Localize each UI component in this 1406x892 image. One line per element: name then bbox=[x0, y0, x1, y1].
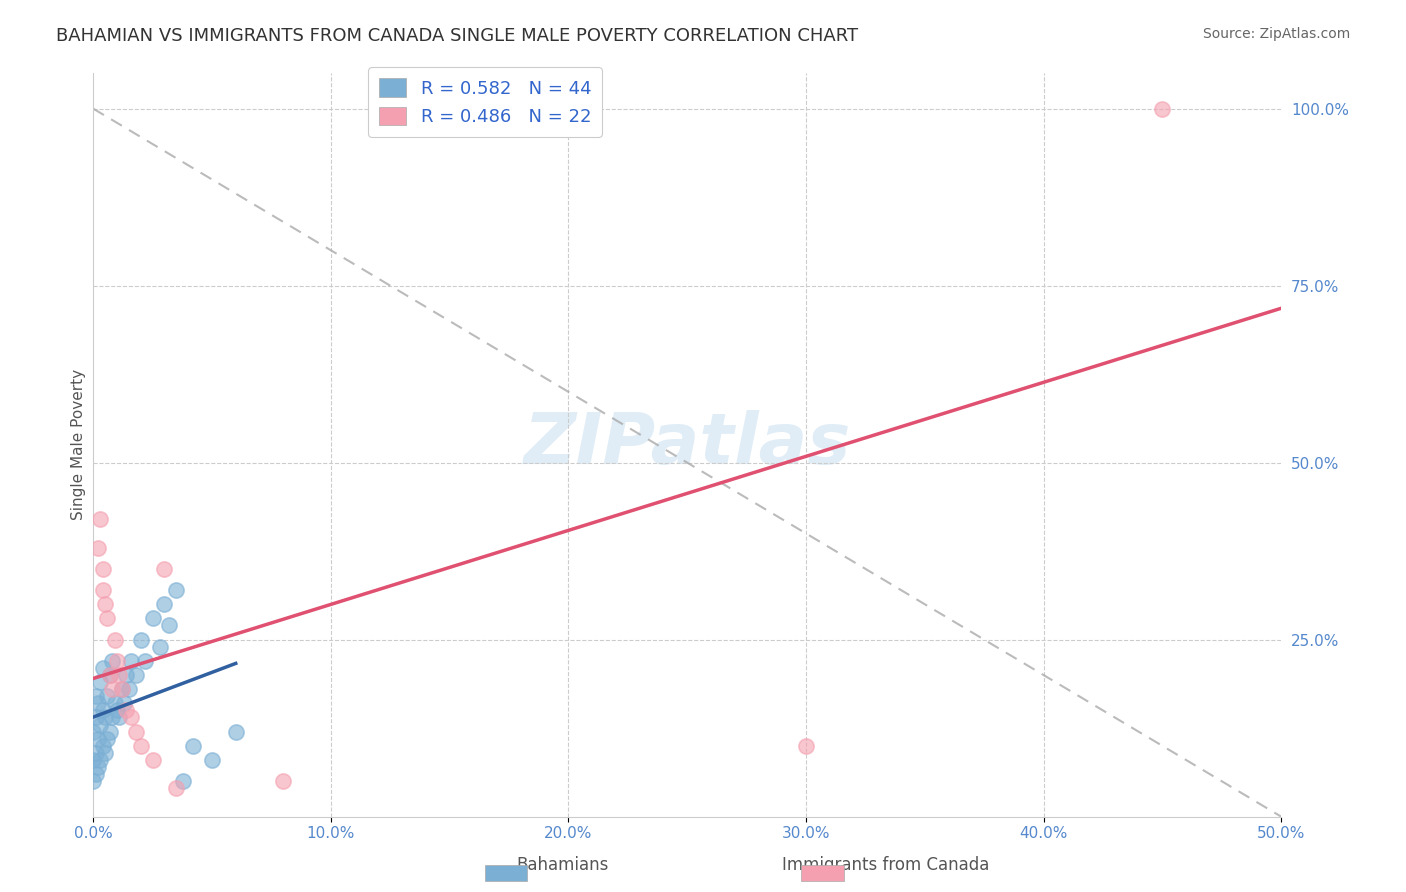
Y-axis label: Single Male Poverty: Single Male Poverty bbox=[72, 369, 86, 520]
Point bbox=[120, 710, 142, 724]
Point bbox=[111, 682, 134, 697]
Point bbox=[82, 753, 104, 767]
Point bbox=[115, 703, 138, 717]
Point bbox=[84, 710, 107, 724]
Point bbox=[112, 696, 135, 710]
Legend: R = 0.582   N = 44, R = 0.486   N = 22: R = 0.582 N = 44, R = 0.486 N = 22 bbox=[368, 68, 602, 136]
Point bbox=[103, 632, 125, 647]
Point bbox=[105, 654, 128, 668]
Point bbox=[98, 668, 121, 682]
Point bbox=[125, 724, 148, 739]
Point bbox=[153, 562, 176, 576]
Point bbox=[103, 696, 125, 710]
Text: BAHAMIAN VS IMMIGRANTS FROM CANADA SINGLE MALE POVERTY CORRELATION CHART: BAHAMIAN VS IMMIGRANTS FROM CANADA SINGL… bbox=[56, 27, 859, 45]
Point bbox=[271, 774, 294, 789]
Point bbox=[89, 753, 111, 767]
Point bbox=[225, 724, 247, 739]
Point bbox=[98, 724, 121, 739]
Point bbox=[96, 731, 118, 746]
Point bbox=[89, 717, 111, 731]
Point bbox=[94, 597, 117, 611]
Point bbox=[82, 774, 104, 789]
Point bbox=[87, 696, 110, 710]
Point bbox=[108, 710, 131, 724]
Point bbox=[172, 774, 194, 789]
Point bbox=[87, 541, 110, 555]
Point bbox=[89, 512, 111, 526]
Point bbox=[87, 731, 110, 746]
Point bbox=[165, 582, 187, 597]
Point bbox=[108, 668, 131, 682]
Point bbox=[142, 611, 165, 625]
Point bbox=[142, 753, 165, 767]
Point bbox=[149, 640, 172, 654]
Point bbox=[84, 746, 107, 760]
Point bbox=[115, 668, 138, 682]
Point bbox=[84, 767, 107, 781]
Point bbox=[165, 781, 187, 796]
Point bbox=[82, 724, 104, 739]
Text: Bahamians: Bahamians bbox=[516, 856, 609, 874]
Point bbox=[129, 632, 152, 647]
Point bbox=[794, 739, 817, 753]
Point bbox=[91, 562, 114, 576]
Point bbox=[111, 682, 134, 697]
Point bbox=[101, 682, 124, 697]
Point bbox=[101, 710, 124, 724]
Point bbox=[129, 739, 152, 753]
Point bbox=[96, 611, 118, 625]
Point bbox=[94, 710, 117, 724]
Point bbox=[118, 682, 141, 697]
Text: Source: ZipAtlas.com: Source: ZipAtlas.com bbox=[1202, 27, 1350, 41]
Point bbox=[89, 675, 111, 690]
Point bbox=[94, 746, 117, 760]
Point bbox=[120, 654, 142, 668]
Point bbox=[134, 654, 156, 668]
Point bbox=[96, 690, 118, 704]
Point bbox=[157, 618, 180, 632]
Point bbox=[91, 582, 114, 597]
Point bbox=[91, 739, 114, 753]
Point bbox=[91, 703, 114, 717]
Point bbox=[101, 654, 124, 668]
Point bbox=[125, 668, 148, 682]
Point bbox=[84, 690, 107, 704]
Point bbox=[98, 668, 121, 682]
Point bbox=[181, 739, 204, 753]
Point bbox=[105, 703, 128, 717]
Point bbox=[201, 753, 224, 767]
Point bbox=[91, 661, 114, 675]
Point bbox=[87, 760, 110, 774]
Text: Immigrants from Canada: Immigrants from Canada bbox=[782, 856, 990, 874]
Point bbox=[1152, 102, 1174, 116]
Point bbox=[153, 597, 176, 611]
Text: ZIPatlas: ZIPatlas bbox=[523, 410, 851, 479]
